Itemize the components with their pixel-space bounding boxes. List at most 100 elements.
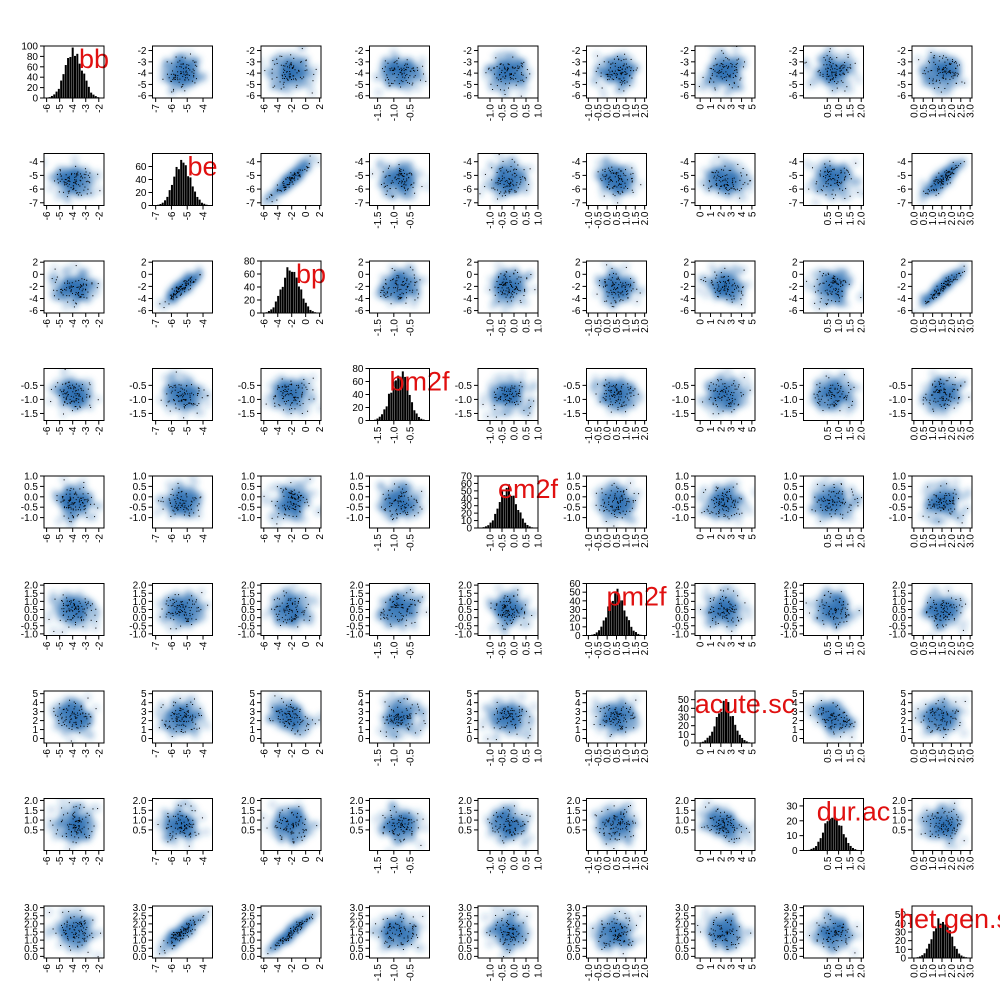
data-point [64,184,66,186]
data-point [937,70,939,72]
data-point [188,280,190,282]
data-point [167,401,169,403]
data-point [62,605,64,607]
data-point [711,68,713,70]
data-point [302,496,304,498]
data-point [825,393,827,395]
x-tick-label: -7 [151,319,162,328]
data-point [829,64,831,66]
data-point [281,74,283,76]
data-point [833,405,835,407]
data-point [732,72,734,74]
data-point [747,183,749,185]
data-point [835,287,837,289]
data-point [947,280,949,282]
data-point [828,407,830,409]
density-cloud [478,153,534,203]
data-point [504,393,506,395]
data-point [177,508,179,510]
data-point [720,501,722,503]
data-point [627,498,629,500]
data-point [175,386,177,388]
data-point [822,509,824,511]
data-point [840,67,842,69]
data-point [514,161,516,163]
data-point [513,289,515,291]
data-point [388,497,390,499]
data-point [826,507,828,509]
data-point [190,500,192,502]
data-point [822,490,824,492]
data-point [956,279,958,281]
data-point [515,285,517,287]
data-point [723,184,725,186]
data-point [961,81,963,83]
data-point [196,412,198,414]
data-point [176,394,178,396]
data-point [709,82,711,84]
data-point [503,293,505,295]
data-point [734,66,736,68]
data-point [819,386,821,388]
data-point [816,278,818,280]
data-point [181,284,183,286]
y-tick-label: -1.0 [455,395,473,406]
data-point [826,55,828,57]
data-point [937,507,939,509]
data-point [722,493,724,495]
data-point [182,388,184,390]
data-point [844,176,846,178]
data-point [516,278,518,280]
histogram-bar [198,199,201,206]
data-point [842,517,844,519]
data-point [522,74,524,76]
data-point [617,191,619,193]
data-point [174,294,176,296]
data-point [180,71,182,73]
data-point [194,281,196,283]
data-point [950,63,952,65]
data-point [291,178,293,180]
data-point [492,89,494,91]
data-point [286,505,288,507]
data-point [830,281,832,283]
y-tick-label: -5 [355,171,364,182]
data-point [620,183,622,185]
data-point [620,186,622,188]
data-point [511,385,513,387]
data-point [833,278,835,280]
histogram-bar [191,186,194,206]
data-point [625,58,627,60]
data-point [708,505,710,507]
data-point [75,183,77,185]
data-point [618,279,620,281]
data-point [86,394,88,396]
x-tick-label: -7 [151,426,162,435]
data-point [171,505,173,507]
data-point [734,70,736,72]
data-point [834,289,836,291]
histogram-bar [281,286,284,313]
y-tick-label: -0.5 [672,503,690,514]
data-point [385,498,387,500]
data-point [611,505,613,507]
data-point [829,394,831,396]
histogram-bar [67,58,70,98]
data-point [401,73,403,75]
data-point [493,404,495,406]
data-point [523,169,525,171]
data-point [413,76,415,78]
data-point [402,511,404,513]
data-point [621,405,623,407]
data-point [507,67,509,69]
data-point [504,276,506,278]
data-point [934,506,936,508]
data-point [828,494,830,496]
data-point [612,284,614,286]
data-point [727,66,729,68]
data-point [413,504,415,506]
data-point [75,399,77,401]
data-point [503,187,505,189]
data-point [728,65,730,67]
x-tick-label: -5 [55,211,66,220]
